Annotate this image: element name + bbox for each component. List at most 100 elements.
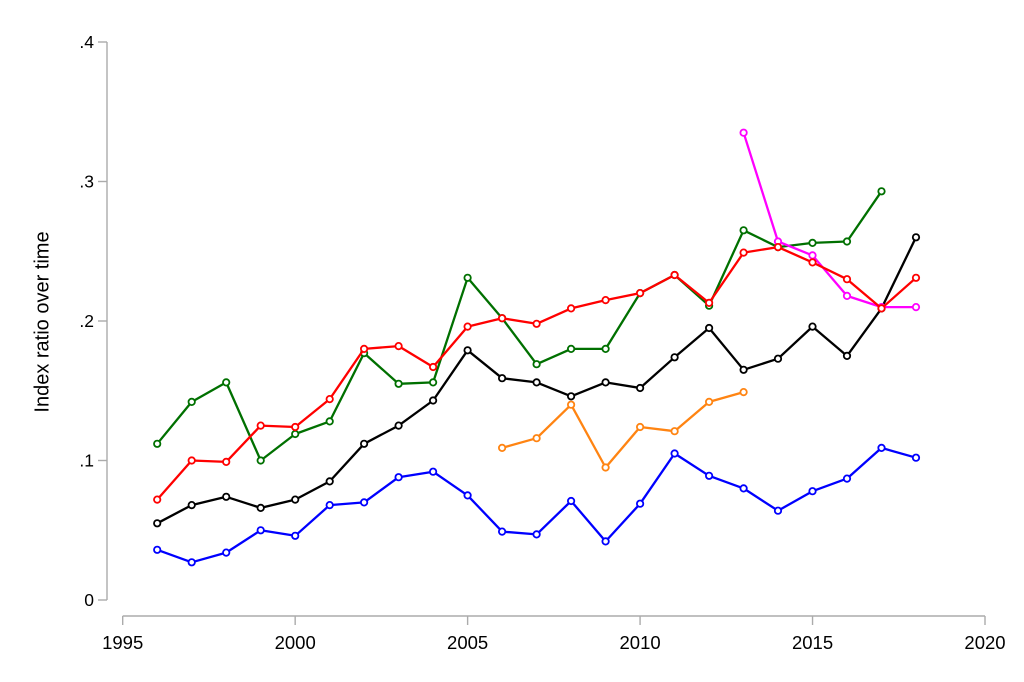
series-magenta-marker xyxy=(739,128,748,137)
series-green-marker xyxy=(428,378,438,387)
series-black-marker xyxy=(670,353,679,362)
series-blue-marker xyxy=(566,496,576,506)
y-axis-title: Index ratio over time xyxy=(31,231,54,413)
series-red-marker xyxy=(187,456,196,465)
series-red-marker xyxy=(463,322,472,331)
series-red-marker xyxy=(670,270,679,280)
y-tick-label: .3 xyxy=(79,172,94,192)
series-red-marker xyxy=(394,341,403,351)
series-magenta-marker xyxy=(911,302,921,312)
series-blue-marker xyxy=(739,484,748,493)
series-red-marker xyxy=(566,304,576,313)
y-tick-label: .1 xyxy=(79,451,94,471)
series-red-marker xyxy=(532,319,541,328)
series-blue-marker xyxy=(153,545,162,554)
series-black-marker xyxy=(842,351,852,360)
series-blue-marker xyxy=(877,443,886,452)
series-blue-marker xyxy=(359,498,369,507)
series-black-marker xyxy=(808,322,817,331)
series-blue-marker xyxy=(256,526,265,535)
series-green-marker xyxy=(187,397,196,406)
series-red-marker xyxy=(911,273,921,282)
series-red-marker xyxy=(497,314,507,323)
series-green-marker xyxy=(532,360,541,369)
series-red-marker xyxy=(359,344,369,353)
series-black-marker xyxy=(291,495,300,504)
series-black-marker xyxy=(187,500,196,510)
x-tick-label: 2000 xyxy=(275,632,316,653)
y-tick-label: 0 xyxy=(84,590,94,610)
series-blue-marker xyxy=(463,491,472,500)
series-red-marker xyxy=(877,304,886,313)
series-black-marker xyxy=(256,503,265,512)
series-magenta-marker xyxy=(842,291,852,300)
series-orange-marker xyxy=(704,397,714,406)
x-tick-label: 2010 xyxy=(620,632,661,653)
series-black-marker xyxy=(601,378,610,387)
series-blue-marker xyxy=(635,499,645,508)
series-black-marker xyxy=(704,323,714,333)
series-blue-marker xyxy=(428,467,438,476)
series-blue-marker xyxy=(325,500,334,510)
series-green-marker xyxy=(566,344,576,353)
series-blue-marker xyxy=(704,471,714,480)
series-blue-marker xyxy=(187,558,196,567)
series-magenta-line xyxy=(742,131,918,309)
series-blue-marker xyxy=(497,527,507,536)
series-orange-marker xyxy=(566,400,576,409)
series-green-marker xyxy=(394,379,403,388)
series-black-marker xyxy=(566,392,576,401)
series-black-marker xyxy=(463,346,472,355)
series-blue-marker xyxy=(773,506,783,515)
series-orange-marker xyxy=(739,387,748,397)
series-green-marker xyxy=(739,226,748,235)
series-green-marker xyxy=(291,429,300,439)
y-tick-label: .2 xyxy=(79,311,94,331)
series-red-marker xyxy=(153,495,162,504)
series-green-marker xyxy=(463,273,472,282)
series-black-marker xyxy=(773,354,783,363)
series-black-marker xyxy=(532,378,541,387)
series-blue-marker xyxy=(601,537,610,546)
series-orange-marker xyxy=(635,422,645,432)
series-black-marker xyxy=(739,365,748,374)
series-black-marker xyxy=(325,477,334,486)
series-red-marker xyxy=(808,258,817,267)
series-green-marker xyxy=(842,237,852,246)
series-green-marker xyxy=(808,238,817,247)
series-red-marker xyxy=(773,243,783,252)
y-tick-label: .4 xyxy=(79,32,94,52)
series-orange-marker xyxy=(497,443,507,452)
series-blue-marker xyxy=(532,530,541,539)
series-green-marker xyxy=(153,439,162,448)
series-magenta-marker xyxy=(808,251,817,260)
series-red-marker xyxy=(222,457,231,466)
series-red-marker xyxy=(704,298,714,307)
series-red-marker xyxy=(256,421,265,430)
x-tick-label: 2015 xyxy=(792,632,833,653)
series-orange-marker xyxy=(601,463,610,472)
series-blue-marker xyxy=(394,473,403,482)
series-blue-marker xyxy=(842,474,852,483)
x-tick-label: 2020 xyxy=(964,632,1005,653)
series-black-marker xyxy=(222,492,231,501)
series-orange-line xyxy=(500,390,745,469)
series-red-marker xyxy=(601,295,610,305)
series-red-marker xyxy=(325,394,334,404)
series-black-marker xyxy=(497,374,507,383)
series-red-marker xyxy=(291,422,300,432)
series-green-marker xyxy=(325,417,334,426)
series-green-marker xyxy=(877,187,886,196)
series-green-marker xyxy=(256,456,265,465)
series-orange-marker xyxy=(670,427,679,436)
series-red-marker xyxy=(428,362,438,372)
series-blue-marker xyxy=(808,487,817,496)
series-red-marker xyxy=(739,248,748,257)
series-blue-marker xyxy=(222,548,231,557)
series-green-marker xyxy=(222,378,231,387)
series-blue-marker xyxy=(291,531,300,540)
series-orange-marker xyxy=(532,434,541,443)
series-red-line xyxy=(156,245,918,501)
series-blue-marker xyxy=(670,449,679,458)
